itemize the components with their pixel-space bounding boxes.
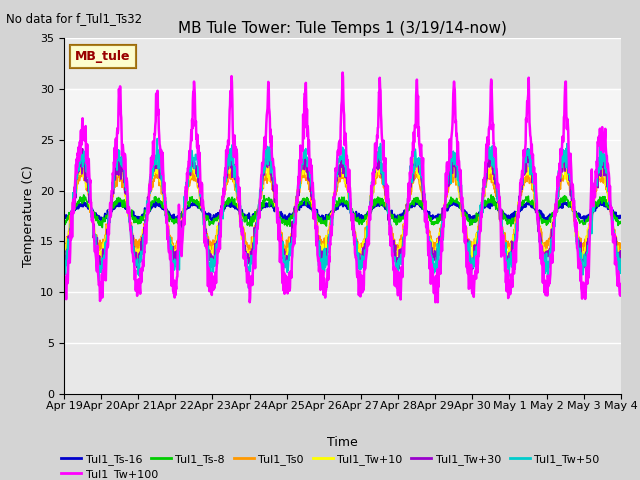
Line: Tul1_Tw+50: Tul1_Tw+50 bbox=[64, 139, 621, 288]
Tul1_Tw+10 bbox=[429, 247, 437, 253]
Tul1_Ts0 bbox=[486, 163, 494, 168]
Y-axis label: Temperature (C): Temperature (C) bbox=[22, 165, 35, 267]
Tul1_Tw+50 bbox=[552, 210, 559, 216]
Tul1_Tw+50 bbox=[244, 285, 252, 291]
Line: Tul1_Ts-16: Tul1_Ts-16 bbox=[64, 200, 621, 222]
Tul1_Tw+10 bbox=[502, 251, 510, 256]
Tul1_Tw+10 bbox=[246, 254, 254, 260]
Tul1_Tw+100 bbox=[617, 293, 625, 299]
Legend: Tul1_Tw+100: Tul1_Tw+100 bbox=[57, 464, 163, 480]
Tul1_Tw+100 bbox=[60, 271, 68, 277]
Tul1_Tw+30 bbox=[320, 270, 328, 276]
Line: Tul1_Ts-8: Tul1_Ts-8 bbox=[64, 195, 621, 228]
Line: Tul1_Ts0: Tul1_Ts0 bbox=[64, 166, 621, 255]
Tul1_Tw+10 bbox=[552, 207, 559, 213]
Text: Time: Time bbox=[327, 436, 358, 449]
Tul1_Tw+50 bbox=[247, 252, 255, 258]
Tul1_Ts0 bbox=[60, 250, 68, 256]
Tul1_Tw+100 bbox=[339, 70, 346, 75]
Tul1_Ts-8 bbox=[246, 221, 254, 227]
Tul1_Tw+100 bbox=[246, 300, 253, 305]
Legend: MB_tule: MB_tule bbox=[70, 45, 136, 68]
Tul1_Ts0 bbox=[184, 186, 191, 192]
Tul1_Ts-8 bbox=[171, 220, 179, 226]
Tul1_Tw+100 bbox=[170, 277, 178, 283]
Tul1_Tw+100 bbox=[246, 278, 254, 284]
Tul1_Tw+10 bbox=[617, 247, 625, 252]
Tul1_Ts-16 bbox=[429, 215, 437, 221]
Tul1_Tw+100 bbox=[184, 165, 191, 171]
Line: Tul1_Tw+30: Tul1_Tw+30 bbox=[64, 149, 621, 273]
Tul1_Ts-8 bbox=[617, 219, 625, 225]
Tul1_Tw+10 bbox=[410, 156, 418, 162]
Tul1_Ts-16 bbox=[170, 218, 178, 224]
Tul1_Tw+10 bbox=[171, 252, 179, 258]
Tul1_Ts-16 bbox=[60, 215, 68, 220]
Tul1_Ts0 bbox=[246, 248, 254, 254]
Tul1_Tw+50 bbox=[154, 136, 161, 142]
Tul1_Ts-8 bbox=[99, 225, 106, 230]
Tul1_Tw+30 bbox=[429, 265, 437, 271]
Bar bbox=[64, 89, 621, 191]
Tul1_Ts0 bbox=[282, 252, 290, 258]
Tul1_Ts-16 bbox=[560, 197, 568, 203]
Tul1_Ts-8 bbox=[60, 218, 68, 224]
Tul1_Tw+10 bbox=[60, 250, 68, 256]
Tul1_Ts-8 bbox=[429, 219, 437, 225]
Tul1_Ts0 bbox=[502, 238, 510, 244]
Tul1_Ts-16 bbox=[184, 204, 191, 210]
Tul1_Ts-8 bbox=[502, 216, 510, 221]
Tul1_Tw+50 bbox=[502, 265, 510, 271]
Tul1_Ts-8 bbox=[184, 200, 192, 205]
Legend: Tul1_Ts-16, Tul1_Ts-8, Tul1_Ts0, Tul1_Tw+10, Tul1_Tw+30, Tul1_Tw+50: Tul1_Ts-16, Tul1_Ts-8, Tul1_Ts0, Tul1_Tw… bbox=[57, 450, 604, 469]
Tul1_Ts0 bbox=[617, 244, 625, 250]
Tul1_Tw+10 bbox=[96, 261, 104, 266]
Tul1_Tw+30 bbox=[617, 264, 625, 270]
Tul1_Ts-16 bbox=[319, 219, 326, 225]
Tul1_Tw+100 bbox=[429, 285, 437, 290]
Tul1_Ts0 bbox=[170, 249, 178, 254]
Tul1_Ts0 bbox=[552, 207, 559, 213]
Tul1_Tw+100 bbox=[552, 212, 559, 217]
Tul1_Tw+50 bbox=[429, 264, 437, 270]
Tul1_Ts-16 bbox=[246, 216, 254, 222]
Text: No data for f_Tul1_Ts32: No data for f_Tul1_Ts32 bbox=[6, 12, 143, 25]
Tul1_Tw+30 bbox=[184, 171, 191, 177]
Tul1_Ts-16 bbox=[617, 214, 625, 220]
Tul1_Ts-8 bbox=[552, 210, 559, 216]
Tul1_Tw+50 bbox=[171, 256, 179, 262]
Line: Tul1_Tw+100: Tul1_Tw+100 bbox=[64, 72, 621, 302]
Tul1_Tw+30 bbox=[552, 214, 559, 219]
Tul1_Ts-16 bbox=[551, 207, 559, 213]
Tul1_Tw+50 bbox=[184, 184, 192, 190]
Tul1_Tw+30 bbox=[170, 259, 178, 264]
Tul1_Ts0 bbox=[429, 245, 437, 251]
Tul1_Ts-16 bbox=[502, 214, 509, 220]
Title: MB Tule Tower: Tule Temps 1 (3/19/14-now): MB Tule Tower: Tule Temps 1 (3/19/14-now… bbox=[178, 21, 507, 36]
Tul1_Tw+50 bbox=[60, 263, 68, 269]
Tul1_Tw+50 bbox=[617, 267, 625, 273]
Tul1_Tw+30 bbox=[524, 146, 531, 152]
Tul1_Tw+30 bbox=[246, 261, 254, 266]
Tul1_Tw+30 bbox=[502, 249, 509, 254]
Tul1_Ts-8 bbox=[487, 192, 495, 198]
Tul1_Tw+10 bbox=[184, 179, 192, 184]
Tul1_Tw+100 bbox=[502, 271, 510, 276]
Tul1_Tw+30 bbox=[60, 256, 68, 262]
Line: Tul1_Tw+10: Tul1_Tw+10 bbox=[64, 159, 621, 264]
